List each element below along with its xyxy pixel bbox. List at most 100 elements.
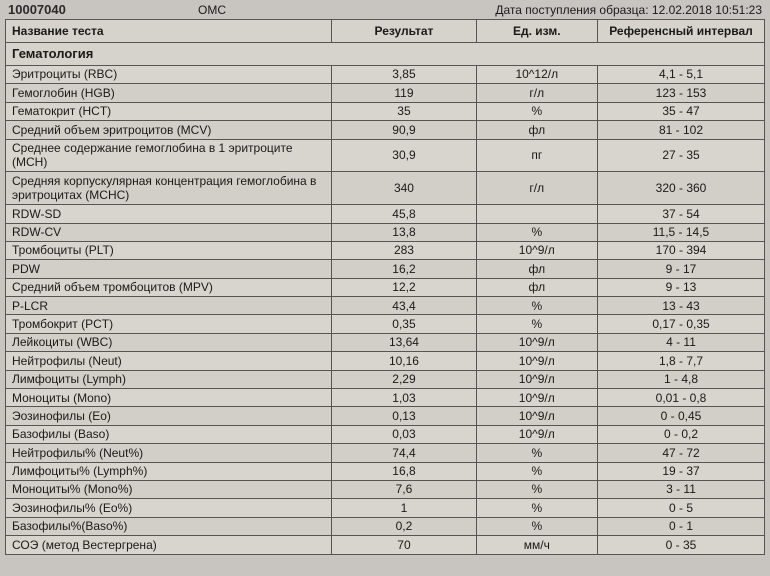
test-ref: 27 - 35 <box>598 139 765 172</box>
table-row: Нейтрофилы% (Neut%)74,4%47 - 72 <box>6 444 765 462</box>
test-unit: г/л <box>476 84 597 102</box>
test-result: 12,2 <box>332 278 476 296</box>
test-result: 13,64 <box>332 333 476 351</box>
test-result: 90,9 <box>332 121 476 139</box>
test-unit: 10^9/л <box>476 370 597 388</box>
test-ref: 1,8 - 7,7 <box>598 352 765 370</box>
table-row: Лимфоциты (Lymph)2,2910^9/л1 - 4,8 <box>6 370 765 388</box>
test-ref: 0,01 - 0,8 <box>598 389 765 407</box>
test-unit: г/л <box>476 172 597 205</box>
test-unit: 10^12/л <box>476 65 597 83</box>
test-name: Лейкоциты (WBC) <box>6 333 332 351</box>
table-row: Средний объем эритроцитов (MCV)90,9фл81 … <box>6 121 765 139</box>
test-ref: 320 - 360 <box>598 172 765 205</box>
results-table: Название теста Результат Ед. изм. Рефере… <box>5 19 765 555</box>
table-row: Средний объем тромбоцитов (MPV)12,2фл9 -… <box>6 278 765 296</box>
test-result: 35 <box>332 102 476 120</box>
table-row: Эозинофилы (Eo)0,1310^9/л0 - 0,45 <box>6 407 765 425</box>
test-ref: 1 - 4,8 <box>598 370 765 388</box>
test-ref: 0,17 - 0,35 <box>598 315 765 333</box>
test-result: 16,8 <box>332 462 476 480</box>
table-row: P-LCR43,4%13 - 43 <box>6 297 765 315</box>
test-unit: фл <box>476 121 597 139</box>
test-ref: 0 - 5 <box>598 499 765 517</box>
test-unit: % <box>476 480 597 498</box>
test-result: 340 <box>332 172 476 205</box>
test-name: Моноциты% (Mono%) <box>6 480 332 498</box>
test-result: 119 <box>332 84 476 102</box>
test-name: СОЭ (метод Вестергрена) <box>6 536 332 554</box>
test-result: 7,6 <box>332 480 476 498</box>
table-row: Базофилы%(Baso%)0,2%0 - 1 <box>6 517 765 535</box>
test-name: Средняя корпускулярная концентрация гемо… <box>6 172 332 205</box>
date-label: Дата поступления образца: <box>495 3 648 17</box>
sample-date: Дата поступления образца: 12.02.2018 10:… <box>318 3 762 17</box>
table-row: RDW-CV13,8%11,5 - 14,5 <box>6 223 765 241</box>
table-row: PDW16,2фл9 - 17 <box>6 260 765 278</box>
test-name: Среднее содержание гемоглобина в 1 эритр… <box>6 139 332 172</box>
table-row: Средняя корпускулярная концентрация гемо… <box>6 172 765 205</box>
header-row: Название теста Результат Ед. изм. Рефере… <box>6 20 765 43</box>
test-ref: 19 - 37 <box>598 462 765 480</box>
section-title: Гематология <box>6 43 765 66</box>
test-result: 30,9 <box>332 139 476 172</box>
table-row: Гематокрит (HCT)35%35 - 47 <box>6 102 765 120</box>
table-row: RDW-SD45,837 - 54 <box>6 205 765 223</box>
test-ref: 4,1 - 5,1 <box>598 65 765 83</box>
test-ref: 9 - 13 <box>598 278 765 296</box>
test-unit <box>476 205 597 223</box>
test-unit: пг <box>476 139 597 172</box>
test-ref: 13 - 43 <box>598 297 765 315</box>
table-row: Эозинофилы% (Eo%)1%0 - 5 <box>6 499 765 517</box>
table-row: Гемоглобин (HGB)119г/л123 - 153 <box>6 84 765 102</box>
test-ref: 4 - 11 <box>598 333 765 351</box>
test-ref: 0 - 1 <box>598 517 765 535</box>
test-name: Гематокрит (HCT) <box>6 102 332 120</box>
test-result: 0,2 <box>332 517 476 535</box>
test-result: 283 <box>332 241 476 259</box>
col-name-header: Название теста <box>6 20 332 43</box>
test-result: 16,2 <box>332 260 476 278</box>
table-row: Тромбоциты (PLT)28310^9/л170 - 394 <box>6 241 765 259</box>
test-result: 1,03 <box>332 389 476 407</box>
test-name: Эозинофилы (Eo) <box>6 407 332 425</box>
test-name: Эозинофилы% (Eo%) <box>6 499 332 517</box>
test-result: 10,16 <box>332 352 476 370</box>
test-name: Гемоглобин (HGB) <box>6 84 332 102</box>
test-ref: 47 - 72 <box>598 444 765 462</box>
test-name: Нейтрофилы% (Neut%) <box>6 444 332 462</box>
test-name: Эритроциты (RBC) <box>6 65 332 83</box>
test-result: 0,35 <box>332 315 476 333</box>
test-result: 45,8 <box>332 205 476 223</box>
test-ref: 3 - 11 <box>598 480 765 498</box>
test-unit: фл <box>476 260 597 278</box>
test-unit: % <box>476 499 597 517</box>
test-result: 13,8 <box>332 223 476 241</box>
test-ref: 0 - 35 <box>598 536 765 554</box>
table-row: Эритроциты (RBC)3,8510^12/л4,1 - 5,1 <box>6 65 765 83</box>
test-unit: % <box>476 517 597 535</box>
test-unit: 10^9/л <box>476 389 597 407</box>
test-unit: мм/ч <box>476 536 597 554</box>
table-row: Базофилы (Baso)0,0310^9/л0 - 0,2 <box>6 425 765 443</box>
test-result: 70 <box>332 536 476 554</box>
test-name: Нейтрофилы (Neut) <box>6 352 332 370</box>
test-unit: % <box>476 444 597 462</box>
col-ref-header: Референсный интервал <box>598 20 765 43</box>
test-result: 43,4 <box>332 297 476 315</box>
date-value: 12.02.2018 10:51:23 <box>652 3 762 17</box>
table-row: Лимфоциты% (Lymph%)16,8%19 - 37 <box>6 462 765 480</box>
table-row: Нейтрофилы (Neut)10,1610^9/л1,8 - 7,7 <box>6 352 765 370</box>
test-name: P-LCR <box>6 297 332 315</box>
table-row: Тромбокрит (PCT)0,35%0,17 - 0,35 <box>6 315 765 333</box>
test-ref: 0 - 0,2 <box>598 425 765 443</box>
test-name: Тромбокрит (PCT) <box>6 315 332 333</box>
test-name: Средний объем эритроцитов (MCV) <box>6 121 332 139</box>
test-result: 0,13 <box>332 407 476 425</box>
code-fragment: 10007040 <box>8 2 118 17</box>
test-unit: % <box>476 297 597 315</box>
test-ref: 35 - 47 <box>598 102 765 120</box>
test-unit: % <box>476 462 597 480</box>
section-row: Гематология <box>6 43 765 66</box>
test-unit: % <box>476 102 597 120</box>
